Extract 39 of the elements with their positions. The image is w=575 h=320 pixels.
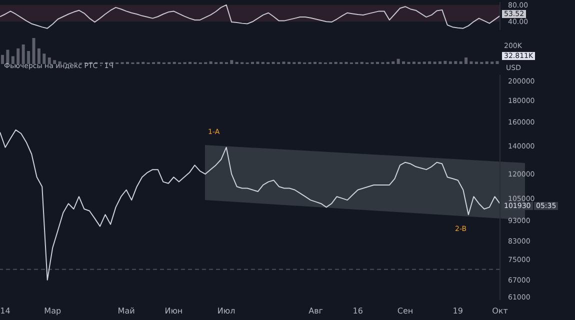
bar (448, 61, 452, 64)
bar (53, 60, 56, 64)
bar (464, 58, 468, 64)
x-tick-label: Сен (397, 306, 414, 316)
bar (402, 61, 406, 64)
x-tick-label: Мар (44, 306, 62, 316)
bar (392, 61, 395, 64)
bar (444, 60, 447, 64)
bar (459, 61, 462, 64)
bar (27, 51, 30, 64)
line-series (0, 4, 500, 29)
x-tick-label: Май (118, 306, 135, 316)
bar (42, 54, 46, 64)
bar (11, 56, 14, 64)
x-tick-label: 16 (352, 306, 363, 316)
x-tick-label: Июл (217, 306, 236, 316)
bar (396, 58, 400, 64)
bar (438, 61, 442, 64)
x-tick-label: 19 (452, 306, 463, 316)
x-tick-label: Авг (308, 306, 323, 316)
x-tick-label: Июн (164, 306, 183, 316)
bar (32, 38, 36, 64)
x-tick-label: 14 (0, 306, 10, 316)
line-series (0, 129, 500, 280)
bar (37, 48, 40, 64)
bar (230, 60, 234, 64)
bar (1, 54, 4, 64)
bar (470, 61, 473, 64)
bar (6, 50, 10, 64)
bar (58, 61, 62, 64)
bar (48, 58, 51, 64)
bar (209, 61, 212, 64)
bar (485, 61, 488, 64)
bar (496, 61, 499, 64)
bar (428, 61, 432, 64)
x-tick-label: Окт (492, 306, 508, 316)
bar (454, 61, 458, 64)
bar (16, 48, 20, 64)
bar (22, 44, 25, 64)
